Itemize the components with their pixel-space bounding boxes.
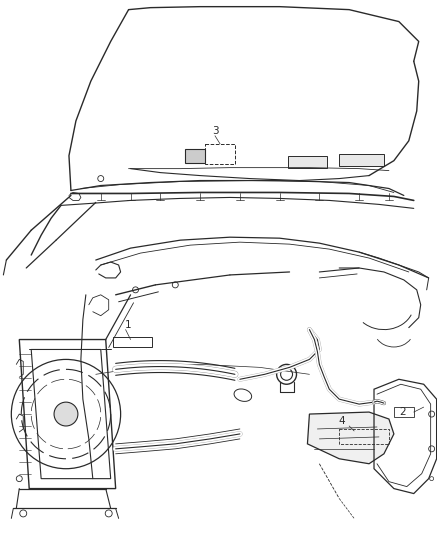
Polygon shape (185, 149, 205, 163)
Polygon shape (307, 412, 394, 464)
Circle shape (54, 402, 78, 426)
Polygon shape (288, 156, 327, 168)
Text: 4: 4 (339, 416, 346, 426)
Text: 1: 1 (125, 320, 132, 329)
Text: 3: 3 (212, 126, 218, 136)
Polygon shape (339, 154, 384, 166)
Text: 2: 2 (399, 407, 406, 417)
